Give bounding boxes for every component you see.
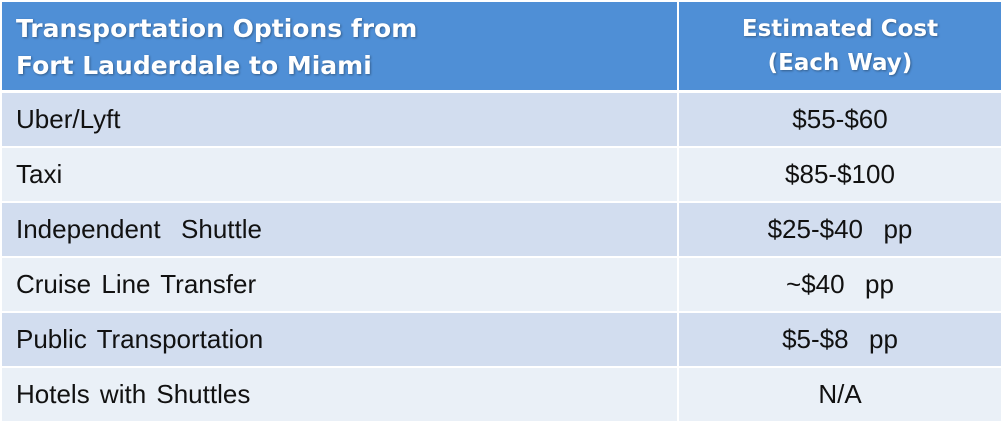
table-row: Independent Shuttle $25-$40 pp	[2, 202, 1001, 258]
cost-cell: N/A	[678, 367, 1001, 423]
table-row: Uber/Lyft $55-$60	[2, 91, 1001, 148]
table-row: Cruise Line Transfer ~$40 pp	[2, 257, 1001, 313]
header-option-line2: Fort Lauderdale to Miami	[16, 51, 372, 80]
transportation-cost-table: Transportation Options from Fort Lauderd…	[2, 2, 1001, 423]
table-row: Taxi $85-$100	[2, 147, 1001, 203]
cost-cell: $25-$40 pp	[678, 202, 1001, 258]
table-header-row: Transportation Options from Fort Lauderd…	[2, 2, 1001, 93]
option-cell: Cruise Line Transfer	[2, 257, 679, 313]
option-cell: Hotels with Shuttles	[2, 367, 679, 423]
header-cost-line1: Estimated Cost	[741, 16, 939, 42]
option-cell: Taxi	[2, 147, 679, 203]
cost-cell: $55-$60	[678, 91, 1001, 148]
table-row: Hotels with Shuttles N/A	[2, 367, 1001, 423]
header-estimated-cost: Estimated Cost (Each Way)	[678, 2, 1001, 93]
header-option-line1: Transportation Options from	[16, 14, 418, 43]
option-cell: Public Transportation	[2, 312, 679, 368]
cost-cell: ~$40 pp	[678, 257, 1001, 313]
header-cost-line2: (Each Way)	[767, 50, 913, 76]
header-transportation-options: Transportation Options from Fort Lauderd…	[2, 2, 679, 93]
cost-cell: $85-$100	[678, 147, 1001, 203]
cost-cell: $5-$8 pp	[678, 312, 1001, 368]
option-cell: Uber/Lyft	[2, 91, 679, 148]
option-cell: Independent Shuttle	[2, 202, 679, 258]
table-row: Public Transportation $5-$8 pp	[2, 312, 1001, 368]
